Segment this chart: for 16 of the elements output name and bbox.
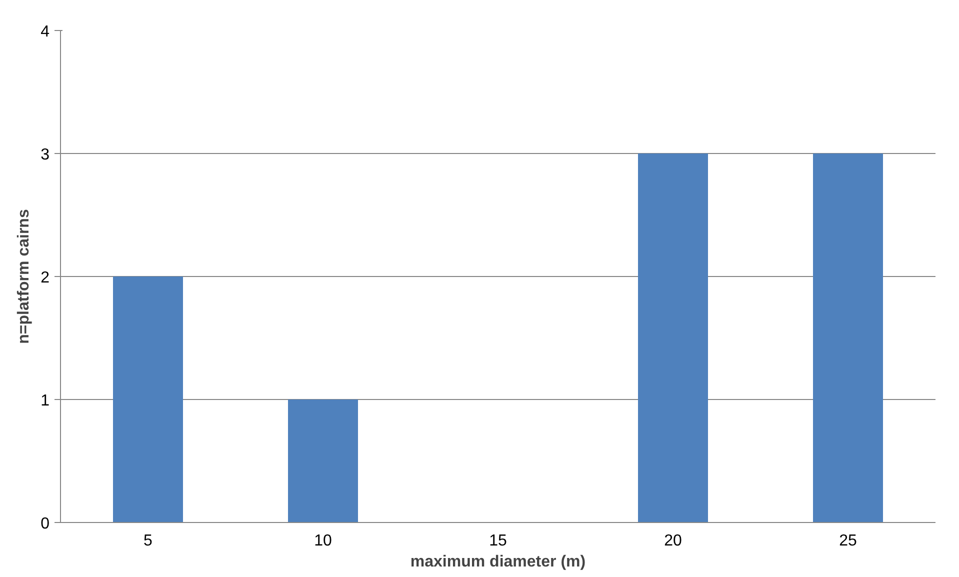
x-tick-label: 25 <box>839 532 857 550</box>
y-axis-title: n=platform cairns <box>16 209 33 344</box>
x-tick-label: 5 <box>144 532 153 550</box>
x-tick-label: 20 <box>664 532 682 550</box>
x-axis-title: maximum diameter (m) <box>410 554 586 570</box>
bar <box>813 154 883 522</box>
x-tick-label: 15 <box>489 532 507 550</box>
bar <box>113 276 183 522</box>
y-tick-label: 1 <box>40 392 50 410</box>
x-tick-label: 10 <box>314 532 332 550</box>
y-tick-label: 2 <box>40 270 50 286</box>
y-tick-label: 3 <box>40 146 50 164</box>
y-tick-label: 0 <box>40 516 50 532</box>
y-tick-label: 4 <box>40 24 50 40</box>
bar <box>288 400 358 522</box>
bar <box>638 154 708 522</box>
